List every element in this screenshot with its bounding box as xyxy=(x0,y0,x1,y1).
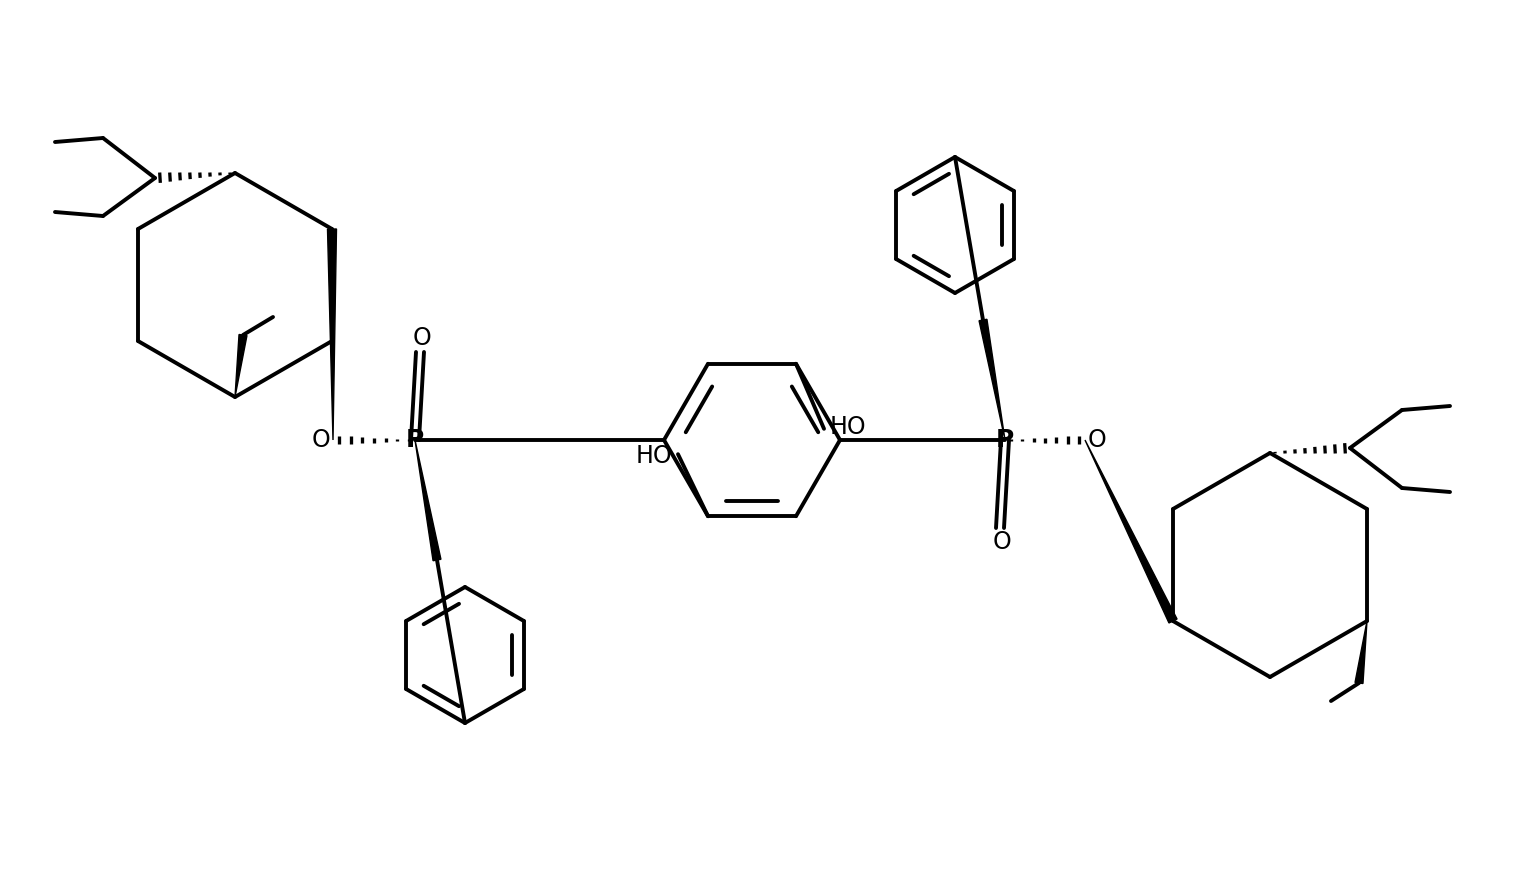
Text: O: O xyxy=(312,428,330,452)
Text: O: O xyxy=(412,326,432,350)
Polygon shape xyxy=(1085,440,1176,623)
Text: HO: HO xyxy=(635,444,672,469)
Text: HO: HO xyxy=(829,415,866,439)
Polygon shape xyxy=(327,229,337,440)
Polygon shape xyxy=(235,334,247,397)
Text: O: O xyxy=(993,530,1011,554)
Polygon shape xyxy=(979,319,1005,440)
Text: P: P xyxy=(996,428,1014,452)
Polygon shape xyxy=(1355,621,1367,684)
Text: O: O xyxy=(1087,428,1107,452)
Polygon shape xyxy=(415,440,441,561)
Text: P: P xyxy=(406,428,424,452)
